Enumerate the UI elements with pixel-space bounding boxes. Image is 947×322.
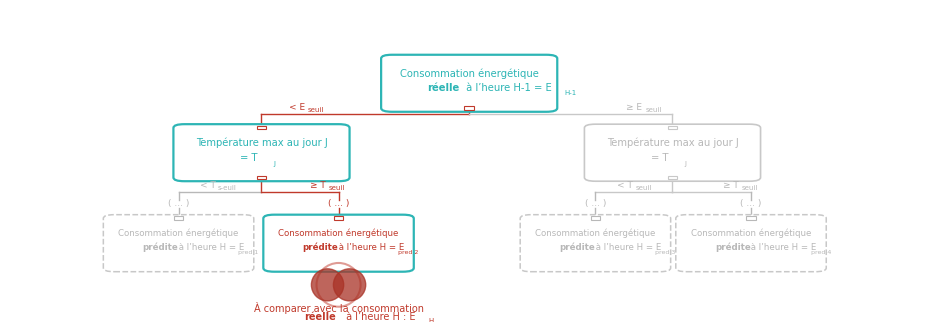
Text: Consommation énergétique: Consommation énergétique: [118, 229, 239, 238]
Text: ( ... ): ( ... ): [741, 199, 761, 208]
Bar: [257, 176, 266, 179]
Ellipse shape: [312, 269, 344, 301]
Bar: [591, 216, 600, 220]
Text: à l’heure H = E: à l’heure H = E: [336, 243, 404, 252]
Text: ≥ E: ≥ E: [626, 103, 642, 112]
Text: Consommation énergétique: Consommation énergétique: [690, 229, 812, 238]
Text: s-euil: s-euil: [218, 185, 237, 191]
Text: seuil: seuil: [645, 107, 662, 113]
Text: Température max au jour J: Température max au jour J: [607, 137, 739, 148]
Text: réelle: réelle: [304, 312, 336, 322]
Text: H-1: H-1: [564, 90, 577, 96]
Text: À comparer avec la consommation: À comparer avec la consommation: [254, 302, 423, 314]
Text: seuil: seuil: [742, 185, 758, 191]
FancyBboxPatch shape: [584, 124, 760, 181]
Text: ( ... ): ( ... ): [168, 199, 189, 208]
Text: < T: < T: [200, 181, 216, 190]
Text: = T: = T: [240, 153, 257, 163]
Text: ( ... ): ( ... ): [328, 199, 349, 208]
Bar: [668, 126, 677, 129]
Bar: [333, 216, 344, 220]
Text: prédite: prédite: [302, 243, 338, 252]
Text: Température max au jour J: Température max au jour J: [196, 137, 328, 148]
Text: Consommation énergétique: Consommation énergétique: [278, 229, 399, 238]
Text: seuil: seuil: [635, 185, 652, 191]
Text: ≥ T: ≥ T: [310, 181, 326, 190]
Bar: [257, 126, 266, 129]
Text: à l’heure H = E: à l’heure H = E: [593, 243, 661, 252]
Text: J: J: [274, 161, 276, 167]
Bar: [464, 107, 474, 110]
Text: à l’heure H = E: à l’heure H = E: [176, 243, 244, 252]
Text: prédite: prédite: [559, 243, 595, 252]
Text: prédite: prédite: [142, 243, 178, 252]
Text: à l’heure H : E: à l’heure H : E: [343, 312, 415, 322]
Bar: [668, 176, 677, 179]
FancyBboxPatch shape: [520, 215, 670, 272]
FancyBboxPatch shape: [103, 215, 254, 272]
FancyBboxPatch shape: [173, 124, 349, 181]
Text: seuil: seuil: [329, 185, 346, 191]
Text: pred 4: pred 4: [811, 250, 831, 255]
FancyBboxPatch shape: [381, 55, 557, 112]
Text: Consommation énergétique: Consommation énergétique: [535, 229, 655, 238]
FancyBboxPatch shape: [676, 215, 826, 272]
Text: < T: < T: [616, 181, 633, 190]
Text: ( ... ): ( ... ): [584, 199, 606, 208]
Text: pred 1: pred 1: [238, 250, 259, 255]
Text: seuil: seuil: [308, 107, 324, 113]
Text: prédite: prédite: [715, 243, 751, 252]
Text: J: J: [685, 161, 687, 167]
Text: = T: = T: [651, 153, 668, 163]
Text: à l’heure H-1 = E: à l’heure H-1 = E: [463, 83, 552, 93]
Text: à l’heure H = E: à l’heure H = E: [748, 243, 816, 252]
Text: < E: < E: [289, 103, 305, 112]
Text: ≥ T: ≥ T: [723, 181, 739, 190]
Text: H: H: [428, 318, 434, 322]
FancyBboxPatch shape: [263, 215, 414, 272]
Bar: [746, 216, 756, 220]
Bar: [174, 216, 184, 220]
Text: Consommation énergétique: Consommation énergétique: [400, 68, 539, 79]
Ellipse shape: [333, 269, 366, 301]
Text: réelle: réelle: [427, 83, 459, 93]
Text: pred 2: pred 2: [398, 250, 419, 255]
Text: pred 3: pred 3: [655, 250, 675, 255]
